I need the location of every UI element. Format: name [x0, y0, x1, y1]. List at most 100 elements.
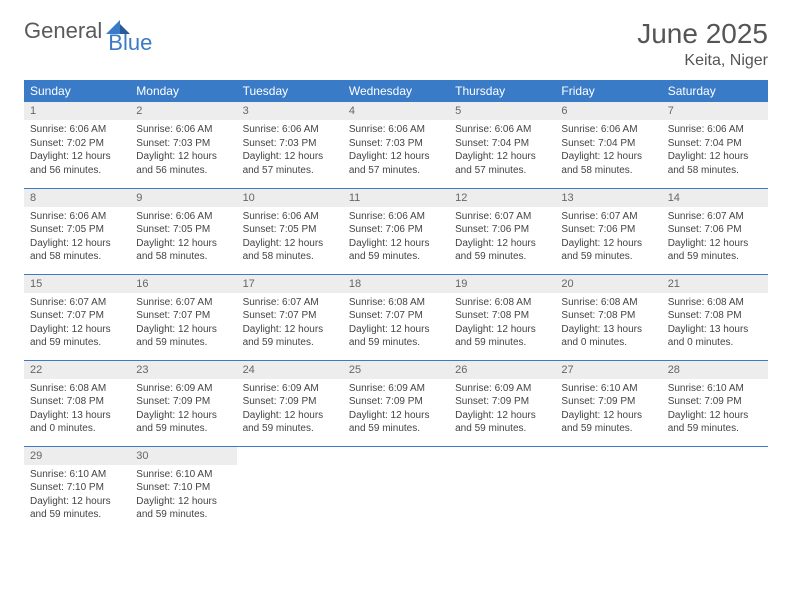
day-number: 16	[130, 275, 236, 293]
day-detail-line: Sunrise: 6:06 AM	[561, 123, 655, 137]
day-details: Sunrise: 6:07 AMSunset: 7:07 PMDaylight:…	[237, 293, 343, 353]
calendar-day-cell: 16Sunrise: 6:07 AMSunset: 7:07 PMDayligh…	[130, 274, 236, 360]
day-detail-line: Daylight: 12 hours	[455, 237, 549, 251]
day-detail-line: Sunrise: 6:08 AM	[455, 296, 549, 310]
weekday-header: Monday	[130, 80, 236, 102]
day-details: Sunrise: 6:06 AMSunset: 7:05 PMDaylight:…	[24, 207, 130, 267]
logo-word-1: General	[24, 18, 102, 44]
day-detail-line: Daylight: 12 hours	[136, 495, 230, 509]
day-details: Sunrise: 6:07 AMSunset: 7:07 PMDaylight:…	[24, 293, 130, 353]
day-detail-line: Daylight: 12 hours	[561, 409, 655, 423]
calendar-day-cell: 14Sunrise: 6:07 AMSunset: 7:06 PMDayligh…	[662, 188, 768, 274]
day-number: 13	[555, 189, 661, 207]
day-detail-line: Daylight: 12 hours	[30, 323, 124, 337]
calendar-day-cell: 27Sunrise: 6:10 AMSunset: 7:09 PMDayligh…	[555, 360, 661, 446]
calendar-day-cell: 4Sunrise: 6:06 AMSunset: 7:03 PMDaylight…	[343, 102, 449, 188]
day-detail-line: and 59 minutes.	[668, 422, 762, 436]
weekday-header: Tuesday	[237, 80, 343, 102]
day-number: 21	[662, 275, 768, 293]
day-detail-line: Sunset: 7:06 PM	[561, 223, 655, 237]
day-detail-line: Daylight: 12 hours	[349, 323, 443, 337]
calendar-day-cell: 11Sunrise: 6:06 AMSunset: 7:06 PMDayligh…	[343, 188, 449, 274]
day-detail-line: and 58 minutes.	[668, 164, 762, 178]
day-detail-line: Sunset: 7:03 PM	[243, 137, 337, 151]
day-details: Sunrise: 6:07 AMSunset: 7:06 PMDaylight:…	[555, 207, 661, 267]
day-details: Sunrise: 6:06 AMSunset: 7:03 PMDaylight:…	[237, 120, 343, 180]
day-number: 8	[24, 189, 130, 207]
day-detail-line: Daylight: 12 hours	[668, 150, 762, 164]
day-detail-line: and 59 minutes.	[349, 250, 443, 264]
day-detail-line: Sunrise: 6:07 AM	[30, 296, 124, 310]
weekday-header-row: Sunday Monday Tuesday Wednesday Thursday…	[24, 80, 768, 102]
calendar-day-cell: 17Sunrise: 6:07 AMSunset: 7:07 PMDayligh…	[237, 274, 343, 360]
calendar-day-cell: 24Sunrise: 6:09 AMSunset: 7:09 PMDayligh…	[237, 360, 343, 446]
day-detail-line: Sunset: 7:07 PM	[30, 309, 124, 323]
day-detail-line: Sunset: 7:04 PM	[668, 137, 762, 151]
day-detail-line: Daylight: 12 hours	[30, 495, 124, 509]
day-detail-line: Sunrise: 6:10 AM	[30, 468, 124, 482]
day-details: Sunrise: 6:10 AMSunset: 7:10 PMDaylight:…	[130, 465, 236, 525]
calendar-day-cell: 20Sunrise: 6:08 AMSunset: 7:08 PMDayligh…	[555, 274, 661, 360]
day-detail-line: Sunset: 7:03 PM	[349, 137, 443, 151]
day-detail-line: Daylight: 12 hours	[668, 409, 762, 423]
day-number: 19	[449, 275, 555, 293]
day-detail-line: and 58 minutes.	[561, 164, 655, 178]
day-detail-line: Sunrise: 6:06 AM	[349, 123, 443, 137]
day-detail-line: Sunrise: 6:09 AM	[455, 382, 549, 396]
day-detail-line: Sunrise: 6:06 AM	[455, 123, 549, 137]
calendar-day-cell: 28Sunrise: 6:10 AMSunset: 7:09 PMDayligh…	[662, 360, 768, 446]
day-details: Sunrise: 6:06 AMSunset: 7:03 PMDaylight:…	[343, 120, 449, 180]
day-detail-line: Sunset: 7:05 PM	[30, 223, 124, 237]
day-detail-line: Daylight: 13 hours	[668, 323, 762, 337]
day-detail-line: Sunset: 7:10 PM	[136, 481, 230, 495]
calendar-day-cell: 23Sunrise: 6:09 AMSunset: 7:09 PMDayligh…	[130, 360, 236, 446]
day-number: 20	[555, 275, 661, 293]
day-detail-line: Sunrise: 6:06 AM	[349, 210, 443, 224]
day-detail-line: Daylight: 12 hours	[349, 409, 443, 423]
day-detail-line: and 59 minutes.	[455, 250, 549, 264]
calendar-day-cell: 15Sunrise: 6:07 AMSunset: 7:07 PMDayligh…	[24, 274, 130, 360]
day-detail-line: and 59 minutes.	[561, 250, 655, 264]
day-number: 12	[449, 189, 555, 207]
day-details: Sunrise: 6:07 AMSunset: 7:06 PMDaylight:…	[449, 207, 555, 267]
day-detail-line: and 58 minutes.	[243, 250, 337, 264]
day-detail-line: Daylight: 12 hours	[243, 150, 337, 164]
calendar-day-cell: 12Sunrise: 6:07 AMSunset: 7:06 PMDayligh…	[449, 188, 555, 274]
day-detail-line: Sunrise: 6:06 AM	[30, 210, 124, 224]
day-detail-line: Daylight: 12 hours	[455, 150, 549, 164]
day-number: 30	[130, 447, 236, 465]
day-number: 10	[237, 189, 343, 207]
day-detail-line: Daylight: 13 hours	[561, 323, 655, 337]
day-details: Sunrise: 6:10 AMSunset: 7:10 PMDaylight:…	[24, 465, 130, 525]
calendar-week-row: 15Sunrise: 6:07 AMSunset: 7:07 PMDayligh…	[24, 274, 768, 360]
day-detail-line: Sunrise: 6:10 AM	[561, 382, 655, 396]
day-detail-line: Sunrise: 6:06 AM	[243, 123, 337, 137]
calendar-day-cell: 8Sunrise: 6:06 AMSunset: 7:05 PMDaylight…	[24, 188, 130, 274]
location-label: Keita, Niger	[637, 52, 768, 70]
calendar-week-row: 22Sunrise: 6:08 AMSunset: 7:08 PMDayligh…	[24, 360, 768, 446]
day-detail-line: Sunrise: 6:09 AM	[136, 382, 230, 396]
calendar-day-cell: 21Sunrise: 6:08 AMSunset: 7:08 PMDayligh…	[662, 274, 768, 360]
day-detail-line: Daylight: 13 hours	[30, 409, 124, 423]
day-detail-line: Sunset: 7:05 PM	[243, 223, 337, 237]
day-detail-line: Sunset: 7:09 PM	[349, 395, 443, 409]
day-details: Sunrise: 6:06 AMSunset: 7:04 PMDaylight:…	[449, 120, 555, 180]
calendar-day-cell: 1Sunrise: 6:06 AMSunset: 7:02 PMDaylight…	[24, 102, 130, 188]
day-detail-line: Sunset: 7:02 PM	[30, 137, 124, 151]
day-details: Sunrise: 6:06 AMSunset: 7:02 PMDaylight:…	[24, 120, 130, 180]
day-detail-line: Daylight: 12 hours	[136, 237, 230, 251]
day-detail-line: Daylight: 12 hours	[136, 323, 230, 337]
day-detail-line: and 59 minutes.	[455, 422, 549, 436]
weekday-header: Friday	[555, 80, 661, 102]
day-detail-line: and 59 minutes.	[455, 336, 549, 350]
calendar-day-cell: 18Sunrise: 6:08 AMSunset: 7:07 PMDayligh…	[343, 274, 449, 360]
day-detail-line: and 59 minutes.	[243, 336, 337, 350]
day-detail-line: Sunset: 7:08 PM	[30, 395, 124, 409]
day-detail-line: Sunset: 7:09 PM	[136, 395, 230, 409]
day-detail-line: Sunrise: 6:08 AM	[561, 296, 655, 310]
day-detail-line: Sunrise: 6:07 AM	[668, 210, 762, 224]
day-detail-line: Daylight: 12 hours	[243, 409, 337, 423]
calendar-week-row: 8Sunrise: 6:06 AMSunset: 7:05 PMDaylight…	[24, 188, 768, 274]
calendar-day-cell: 13Sunrise: 6:07 AMSunset: 7:06 PMDayligh…	[555, 188, 661, 274]
day-detail-line: Sunrise: 6:07 AM	[561, 210, 655, 224]
